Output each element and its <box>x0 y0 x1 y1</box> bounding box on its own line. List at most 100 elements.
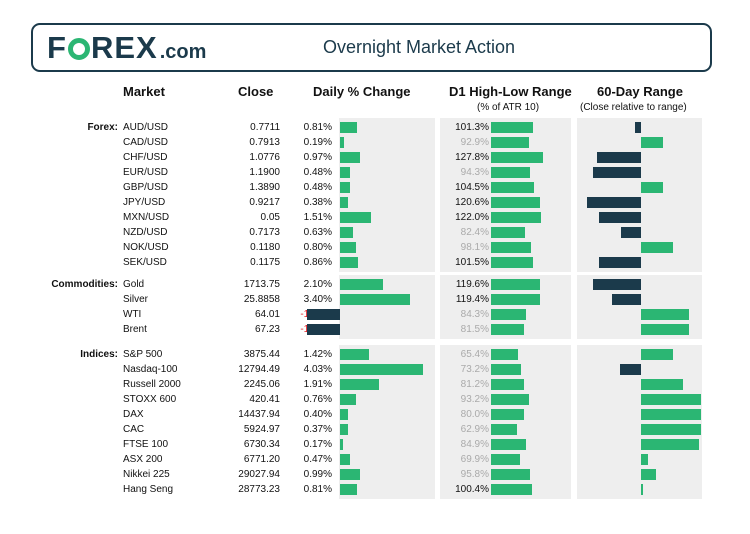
d1-range-value: 98.1% <box>460 242 489 253</box>
daily-change-bar <box>340 454 350 465</box>
daily-change-value: 0.17% <box>303 439 332 450</box>
range60-bar <box>641 424 701 435</box>
market-name: FTSE 100 <box>123 439 169 450</box>
market-name: Gold <box>123 279 145 290</box>
range60-bar <box>641 349 673 360</box>
range60-bar <box>641 484 643 495</box>
range60-bar <box>641 137 664 148</box>
d1-range-value: 104.5% <box>455 182 489 193</box>
market-name: ASX 200 <box>123 454 163 465</box>
d1-range-value: 101.3% <box>455 122 489 133</box>
daily-change-bar <box>340 212 371 223</box>
close-value: 1.1900 <box>249 167 280 178</box>
daily-change-value: 0.81% <box>303 484 332 495</box>
close-value: 67.23 <box>254 324 280 335</box>
market-name: Brent <box>123 324 147 335</box>
market-name: Hang Seng <box>123 484 174 495</box>
range60-bar <box>593 279 641 290</box>
d1-range-bar <box>491 137 530 148</box>
d1-range-bar <box>491 152 544 163</box>
daily-change-value: 0.99% <box>303 469 332 480</box>
close-value: 1.3890 <box>249 182 280 193</box>
range60-bar <box>641 409 701 420</box>
logo-prefix: F <box>47 30 67 65</box>
close-value: 0.05 <box>260 212 280 223</box>
daily-change-bar <box>340 122 357 133</box>
header-banner: F REX .com Overnight Market Action <box>31 23 712 72</box>
d1-range-value: 93.2% <box>460 394 489 405</box>
market-name: Russell 2000 <box>123 379 181 390</box>
market-name: Silver <box>123 294 149 305</box>
range60-bar <box>635 122 641 133</box>
daily-change-bar <box>340 409 349 420</box>
d1-range-bar <box>491 379 525 390</box>
market-name: NOK/USD <box>123 242 169 253</box>
close-value: 0.7711 <box>250 122 280 133</box>
close-value: 28773.23 <box>238 484 280 495</box>
d1-range-bar <box>491 424 517 435</box>
d1-range-value: 119.6% <box>455 279 489 290</box>
daily-change-value: 0.86% <box>303 257 332 268</box>
close-value: 0.1175 <box>250 257 280 268</box>
range60-bar <box>641 242 673 253</box>
d1-range-bar <box>491 454 520 465</box>
range60-bar <box>620 364 641 375</box>
daily-change-value: 4.03% <box>303 364 332 375</box>
daily-change-bar <box>340 364 423 375</box>
d1-range-value: 120.6% <box>455 197 489 208</box>
close-value: 5924.97 <box>243 424 280 435</box>
close-value: 1.0776 <box>249 152 280 163</box>
col-header-daily: Daily % Change <box>313 84 411 99</box>
logo-domain: .com <box>159 41 207 63</box>
close-value: 2245.06 <box>243 379 280 390</box>
daily-change-bar <box>307 324 340 335</box>
market-name: EUR/USD <box>123 167 169 178</box>
range60-bar <box>641 454 649 465</box>
d1-range-value: 81.5% <box>460 324 489 335</box>
col-subheader-range60: (Close relative to range) <box>580 102 687 113</box>
close-value: 6771.20 <box>243 454 280 465</box>
forex-logo: F REX .com <box>47 30 206 66</box>
daily-change-value: 1.42% <box>303 349 332 360</box>
daily-change-value: 1.51% <box>303 212 332 223</box>
d1-range-bar <box>491 309 526 320</box>
close-value: 64.01 <box>254 309 280 320</box>
d1-range-value: 119.4% <box>455 294 489 305</box>
group-label: Commodities: <box>51 279 118 290</box>
daily-change-value: 0.48% <box>303 182 332 193</box>
d1-range-value: 69.9% <box>460 454 489 465</box>
market-name: CAC <box>123 424 145 435</box>
d1-range-bar <box>491 197 541 208</box>
d1-range-value: 84.9% <box>460 439 489 450</box>
market-name: Nikkei 225 <box>123 469 170 480</box>
d1-range-bar <box>491 409 524 420</box>
daily-change-value: 0.37% <box>303 424 332 435</box>
d1-range-value: 65.4% <box>460 349 489 360</box>
market-name: DAX <box>123 409 144 420</box>
daily-change-bar <box>340 227 353 238</box>
daily-change-bar <box>340 257 358 268</box>
d1-range-value: 122.0% <box>455 212 489 223</box>
market-name: S&P 500 <box>123 349 163 360</box>
close-value: 12794.49 <box>238 364 280 375</box>
daily-change-bar <box>340 137 344 148</box>
range60-bar <box>641 469 656 480</box>
daily-change-bar <box>340 484 357 495</box>
market-name: STOXX 600 <box>123 394 177 405</box>
d1-range-value: 82.4% <box>460 227 489 238</box>
daily-change-value: 0.97% <box>303 152 332 163</box>
d1-range-bar <box>491 182 534 193</box>
range60-bar <box>641 182 664 193</box>
close-value: 1713.75 <box>243 279 280 290</box>
range60-bar <box>641 394 701 405</box>
col-header-d1: D1 High-Low Range <box>449 84 572 99</box>
daily-change-bar <box>340 394 356 405</box>
daily-change-value: 3.40% <box>303 294 332 305</box>
d1-range-value: 80.0% <box>460 409 489 420</box>
d1-range-bar <box>491 227 525 238</box>
d1-range-bar <box>491 167 530 178</box>
d1-range-bar <box>491 257 533 268</box>
daily-change-bar <box>340 349 370 360</box>
d1-range-value: 62.9% <box>460 424 489 435</box>
daily-change-value: 0.80% <box>303 242 332 253</box>
